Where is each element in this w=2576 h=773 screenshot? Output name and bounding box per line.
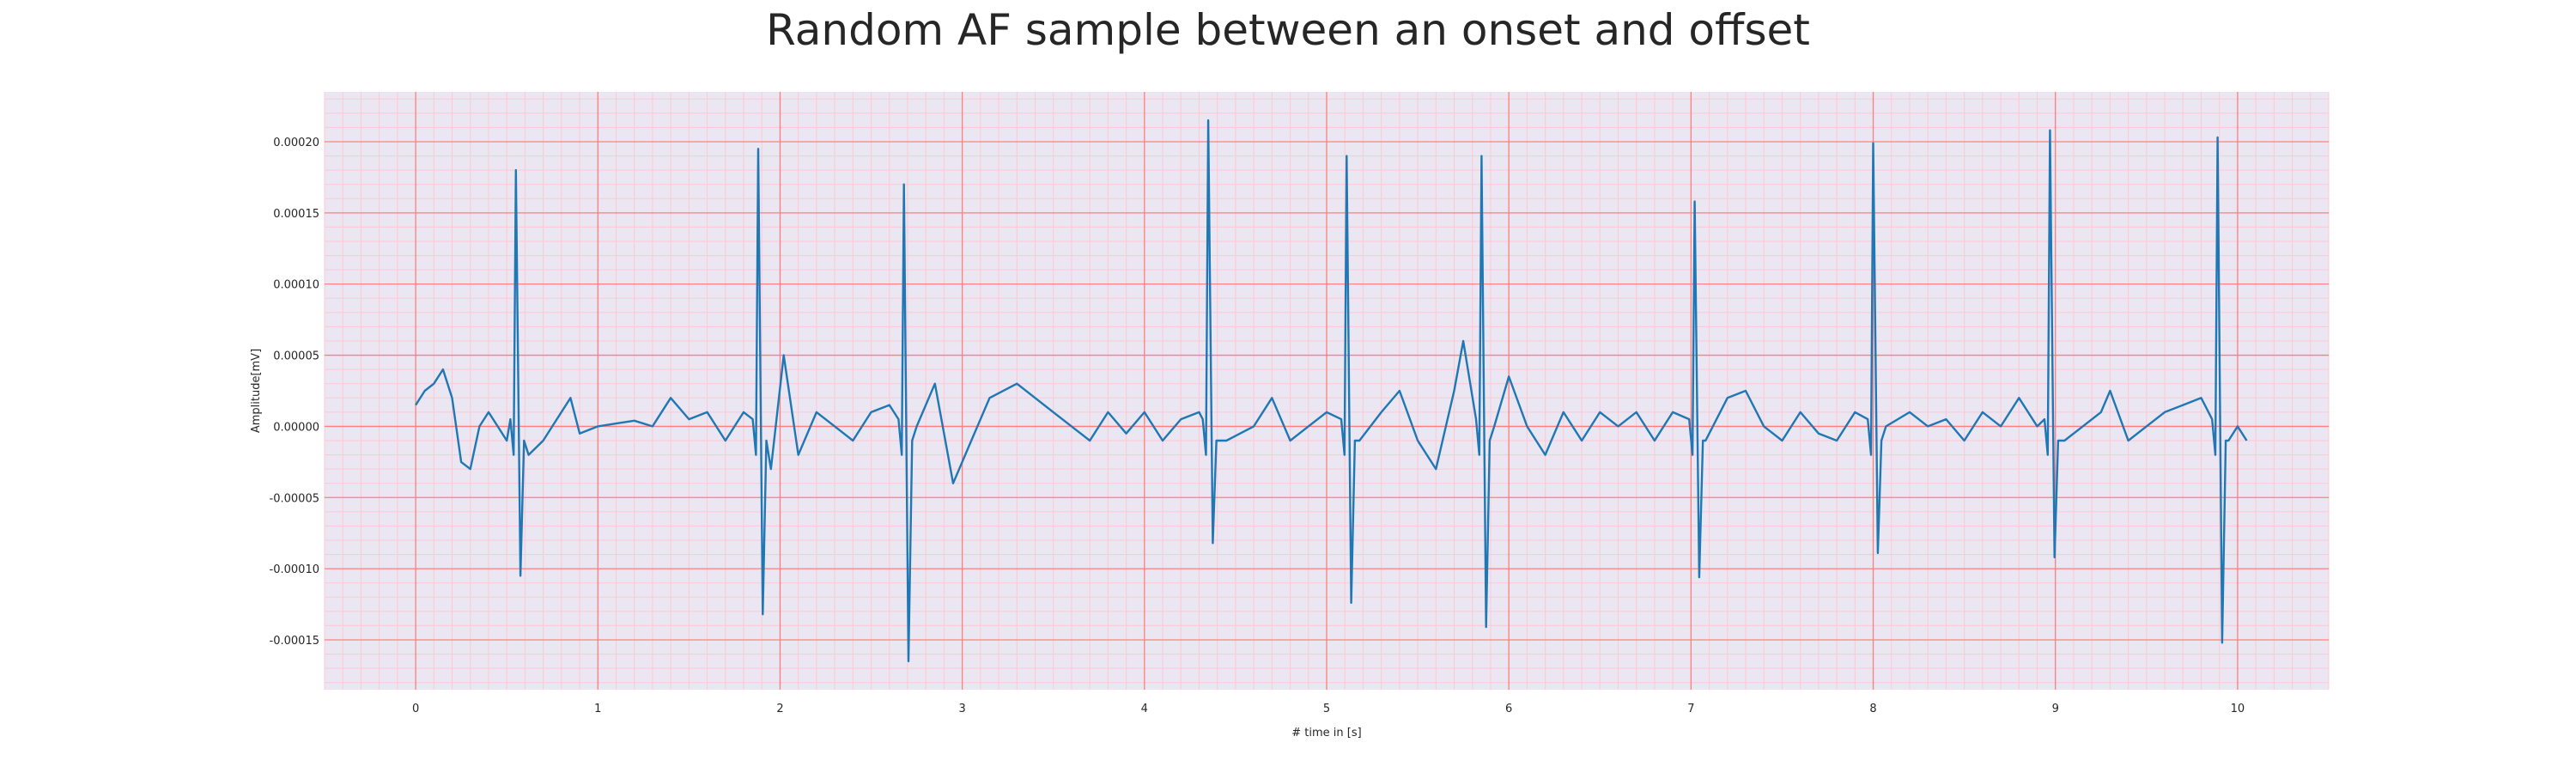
- x-tick-label: 8: [1869, 703, 1876, 715]
- x-tick-label: 10: [2231, 703, 2245, 715]
- y-axis-ticks: -0.00015 -0.00010 -0.00005 0.00000 0.00005 0.…: [270, 137, 319, 648]
- x-tick-label: 0: [412, 703, 419, 715]
- ecg-series-line: [415, 119, 2248, 663]
- x-tick-label: 2: [776, 703, 783, 715]
- x-tick-label: 1: [594, 703, 601, 715]
- x-tick-label: 9: [2052, 703, 2059, 715]
- x-axis-label: # time in [s]: [1291, 727, 1361, 740]
- y-tick-label: 0.00020: [273, 137, 319, 149]
- y-tick-label: 0.00010: [273, 279, 319, 292]
- x-tick-label: 3: [958, 703, 965, 715]
- series-layer: [415, 119, 2248, 663]
- x-tick-label: 5: [1323, 703, 1330, 715]
- chart-title: Random AF sample between an onset and of…: [766, 5, 1810, 55]
- x-axis-ticks: 0 1 2 3 4 5 6 7 8 9 10: [412, 703, 2245, 715]
- y-tick-label: -0.00015: [270, 635, 319, 648]
- x-tick-label: 4: [1141, 703, 1148, 715]
- y-axis-label: Amplitude[mV]: [250, 349, 263, 433]
- x-tick-label: 7: [1687, 703, 1694, 715]
- y-tick-label: 0.00005: [273, 350, 319, 363]
- y-tick-label: 0.00015: [273, 208, 319, 221]
- y-tick-label: 0.00000: [273, 421, 319, 434]
- y-tick-label: -0.00005: [270, 492, 319, 505]
- y-tick-label: -0.00010: [270, 563, 319, 576]
- x-tick-label: 6: [1505, 703, 1512, 715]
